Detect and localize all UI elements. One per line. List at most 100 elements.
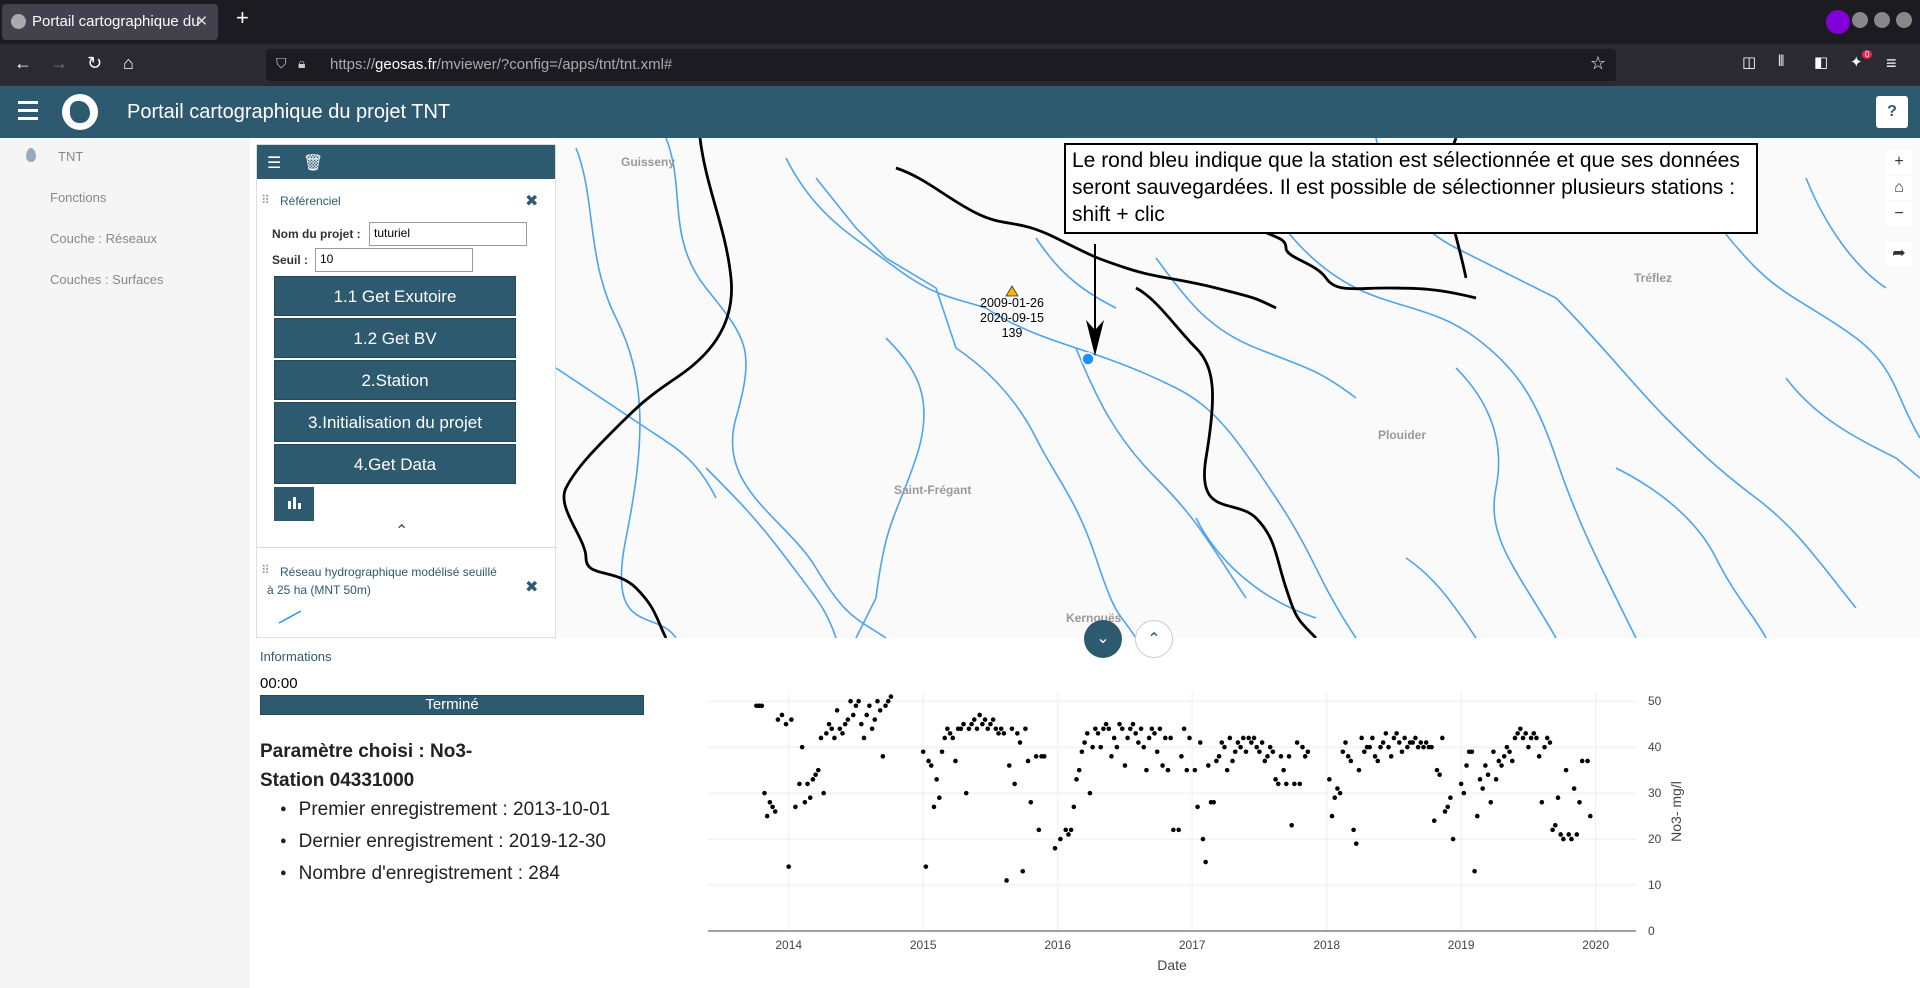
drag-handle-icon[interactable]: ⠿: [261, 193, 270, 207]
url-bar[interactable]: ⛉ 🔒︎ https://geosas.fr/mviewer/?config=/…: [266, 49, 1616, 81]
selected-station-marker[interactable]: [1081, 352, 1095, 366]
map-canvas[interactable]: Guisseny Tréflez Plouider Saint-Frégant …: [556, 138, 1920, 638]
annotation-box: Le rond bleu indique que la station est …: [1064, 143, 1758, 234]
data-point: [1165, 767, 1171, 773]
no3-scatter-chart[interactable]: 2014 2015 2016 2017 2018 2019 2020 0 10 20 30 40 50 D…: [700, 686, 1700, 976]
data-point: [1302, 754, 1308, 759]
back-icon[interactable]: ←: [14, 53, 32, 73]
station-summary: Paramètre choisi : No3- Station 04331000: [260, 737, 472, 795]
shield-icon[interactable]: ⛉: [276, 55, 287, 71]
close-network-layer-icon[interactable]: ✖: [525, 579, 539, 596]
data-point: [1388, 754, 1394, 759]
library-icon[interactable]: ⫴: [1778, 53, 1785, 70]
hamburger-menu-icon[interactable]: [18, 101, 38, 125]
sidebar-icon[interactable]: ◧: [1814, 54, 1829, 71]
data-point: [1550, 827, 1555, 833]
lock-icon[interactable]: 🔒︎: [298, 55, 306, 71]
data-point: [1240, 735, 1246, 741]
sidebar-item-surfaces[interactable]: Couches : Surfaces: [50, 272, 164, 287]
minimize-icon[interactable]: [1852, 12, 1868, 28]
trash-icon[interactable]: 🗑: [303, 155, 324, 172]
close-window-icon[interactable]: [1896, 12, 1912, 28]
data-point: [807, 795, 813, 801]
data-point: [1483, 763, 1488, 768]
list-icon[interactable]: ☰: [267, 155, 282, 172]
data-point: [942, 735, 948, 741]
home-icon[interactable]: ⌂: [123, 53, 134, 73]
data-point: [1544, 735, 1550, 741]
data-point: [931, 804, 937, 810]
data-point: [772, 809, 778, 814]
warning-triangle-icon[interactable]: [1005, 285, 1019, 297]
browser-tab[interactable]: Portail cartographique du ✕: [2, 4, 218, 40]
data-point: [1528, 735, 1534, 741]
forward-icon[interactable]: →: [50, 53, 68, 73]
seuil-input[interactable]: 10: [315, 248, 473, 272]
station-button[interactable]: 2.Station: [274, 360, 516, 400]
bookmark-star-icon[interactable]: ☆: [1589, 53, 1606, 73]
sidebar-item-reseaux[interactable]: Couche : Réseaux: [50, 231, 157, 246]
data-point: [1542, 744, 1547, 750]
data-point: [1507, 749, 1512, 755]
station-stats-list: Premier enregistrement : 2013-10-01 Dern…: [280, 795, 611, 891]
help-button[interactable]: ?: [1876, 96, 1908, 128]
data-point: [1122, 763, 1128, 768]
maximize-icon[interactable]: [1874, 12, 1890, 28]
data-point: [974, 726, 980, 732]
place-label: Guisseny: [621, 155, 675, 169]
expand-bottom-button[interactable]: ⌃: [1135, 620, 1173, 658]
pocket-icon[interactable]: ◫: [1742, 54, 1757, 71]
zoom-out-button[interactable]: −: [1886, 202, 1912, 226]
sidebar-item-tnt[interactable]: TNT: [58, 149, 84, 164]
close-referentiel-icon[interactable]: ✖: [525, 193, 539, 210]
station-title: Station 04331000: [260, 770, 415, 791]
project-name-input[interactable]: tuturiel: [369, 222, 527, 246]
get-exutoire-button[interactable]: 1.1 Get Exutoire: [274, 276, 516, 316]
data-point: [1214, 758, 1219, 764]
new-tab-button[interactable]: +: [236, 5, 249, 30]
init-project-button[interactable]: 3.Initialisation du projet: [274, 402, 516, 442]
data-point: [832, 735, 837, 741]
reload-icon[interactable]: ↻: [87, 53, 103, 73]
data-point: [1512, 735, 1518, 741]
data-point: [797, 781, 802, 787]
share-button[interactable]: ➦: [1886, 242, 1912, 266]
data-point: [1571, 786, 1577, 791]
close-tab-icon[interactable]: ✕: [195, 13, 208, 30]
data-point: [1437, 772, 1442, 778]
menu-icon[interactable]: ≡: [1886, 53, 1897, 73]
get-data-button[interactable]: 4.Get Data: [274, 444, 516, 484]
data-point: [1509, 758, 1515, 764]
data-point: [1555, 795, 1561, 801]
data-point: [1286, 754, 1292, 759]
data-point: [1415, 744, 1421, 750]
extensions-icon[interactable]: ✦: [1850, 54, 1863, 71]
panel-toolbar: ☰ 🗑: [257, 145, 555, 179]
data-point: [1480, 786, 1485, 791]
data-point: [1146, 735, 1152, 741]
data-point: [1499, 763, 1504, 768]
collapse-chevron-icon[interactable]: ⌃: [395, 523, 409, 540]
collapse-bottom-button[interactable]: ⌄: [1084, 620, 1122, 658]
data-point: [961, 721, 966, 727]
data-point: [1117, 721, 1122, 727]
sidebar-item-fonctions[interactable]: Fonctions: [50, 190, 107, 205]
data-point: [998, 726, 1004, 732]
data-point: [1561, 836, 1566, 842]
data-point: [1504, 744, 1510, 750]
data-point: [1501, 754, 1507, 759]
zoom-home-button[interactable]: ⌂: [1886, 176, 1912, 200]
chart-button[interactable]: [274, 487, 314, 521]
data-point: [1243, 749, 1249, 755]
bar-chart-icon: [288, 497, 301, 509]
information-label: Informations: [260, 649, 332, 664]
app-title: Portail cartographique du projet TNT: [127, 101, 451, 123]
data-point: [1405, 744, 1410, 750]
url-text[interactable]: https://geosas.fr/mviewer/?config=/apps/…: [330, 56, 673, 73]
data-point: [1383, 731, 1389, 736]
drag-handle-icon[interactable]: ⠿: [261, 563, 270, 577]
data-point: [877, 708, 883, 713]
get-bv-button[interactable]: 1.2 Get BV: [274, 318, 516, 358]
station-date-start: 2009-01-26: [980, 296, 1044, 310]
zoom-in-button[interactable]: +: [1886, 150, 1912, 174]
